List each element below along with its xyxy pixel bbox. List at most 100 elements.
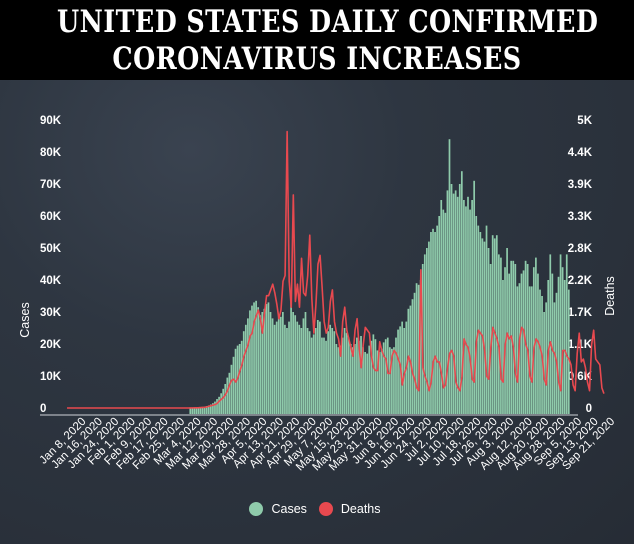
cases-bar [282,312,284,414]
cases-bar [331,328,334,414]
cases-bar [205,406,208,414]
cases-bar [238,344,241,414]
cases-bar [273,324,276,414]
y-axis-right-label: Deaths [603,276,617,316]
cases-bar [263,308,266,414]
cases-bar [337,347,340,414]
cases-bar [491,235,494,414]
legend-label-cases: Cases [271,502,307,516]
y-tick-left: 50K [40,243,62,255]
cases-bar [325,340,327,414]
cases-bar [549,254,552,414]
cases-bar [354,344,356,414]
y-tick-left: 30K [40,307,62,319]
cases-bar [442,209,445,414]
cases-bar [543,312,545,414]
cases-bar [530,286,533,414]
cases-bar [212,403,214,414]
cases-bar [360,336,362,414]
cases-bar [290,292,292,414]
cases-bar [559,254,562,414]
cases-bar [347,337,350,414]
cases-bar [374,339,377,414]
cases-bar [460,171,463,414]
cases-bar [197,407,200,414]
legend: Cases Deaths [0,502,634,516]
cases-bars [189,139,570,414]
cases-bar [419,280,422,414]
cases-bar [516,286,519,414]
cases-bar [434,232,436,414]
cases-bar [413,292,416,414]
cases-bar [397,329,399,414]
cases-bar [199,407,202,414]
cases-bar [300,328,303,414]
cases-bar [539,289,541,414]
cases-bar [481,238,484,414]
cases-bar [378,352,381,414]
cases-bar [296,321,299,414]
cases-bar [358,340,360,414]
cases-bar [565,254,568,414]
cases-bar [467,196,469,414]
cases-bar [417,284,420,414]
y-tick-right: 3.9K [568,179,593,191]
cases-bar [364,352,366,414]
legend-item-deaths[interactable]: Deaths [318,502,381,516]
cases-bar [448,139,451,414]
cases-bar [339,345,342,414]
cases-bar [506,248,508,414]
cases-bar [261,312,264,414]
cases-bar [267,302,270,414]
legend-item-cases[interactable]: Cases [249,502,307,516]
cases-bar [372,334,375,414]
cases-bar [207,405,210,414]
cases-bar [528,286,531,414]
cases-bar [253,302,255,414]
cases-bar [477,225,480,414]
cases-bar [411,299,414,414]
cases-bar [423,254,426,414]
cases-bar [473,180,476,414]
y-tick-left: 20K [40,339,62,351]
cases-bar [386,337,389,414]
cases-bar [321,337,323,414]
y-tick-left: 90K [40,115,62,127]
cases-bar [288,321,290,414]
cases-bar [545,302,548,414]
cases-bar [220,393,222,414]
cases-bar [391,348,393,414]
cases-bar [547,280,550,414]
cases-bar [430,232,432,414]
cases-bar [526,264,529,414]
cases-bar [393,347,395,414]
cases-bar [279,316,282,414]
cases-bar [563,280,566,414]
y-tick-right: 1.7K [568,307,593,319]
cases-bar [329,324,332,414]
cases-bar [356,337,358,414]
cases-bar [232,356,235,414]
cases-bar [522,270,525,414]
cases-bar [251,305,253,414]
cases-bar [323,337,325,414]
cases-bar [471,200,473,414]
cases-bar [228,372,231,414]
cases-bar [224,384,227,414]
y-tick-right: 2.2K [568,275,593,287]
cases-bar [327,331,329,414]
cases-bar [557,276,560,414]
cases-bar [269,312,272,414]
y-axis-left: 0 10K 20K 30K 40K 50K 60K 70K 80K 90K [40,115,62,415]
cases-bar [304,312,307,414]
cases-bar [495,235,498,414]
y-axis-left-label: Cases [18,302,32,337]
chart-title-line-1: UNITED STATES DAILY CONFIRMED [57,4,599,40]
cases-bar [489,264,492,414]
cases-bar [203,406,206,414]
cases-bar [535,257,537,414]
cases-bar [493,238,496,414]
